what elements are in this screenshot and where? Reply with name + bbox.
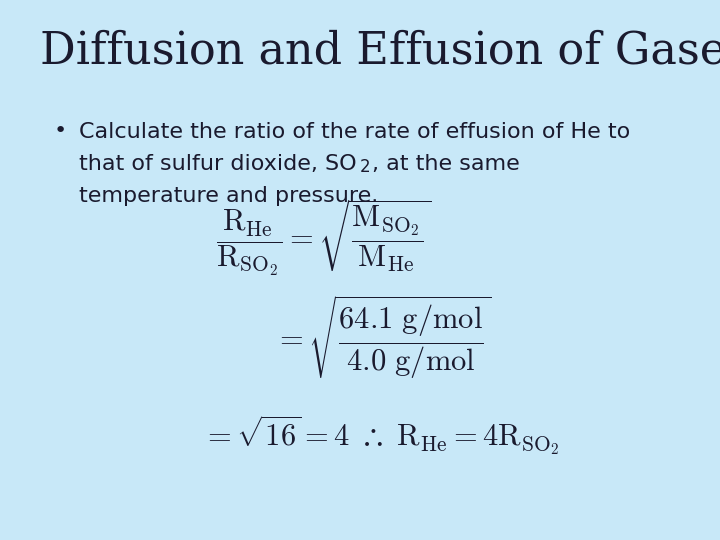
Text: $\dfrac{\mathrm{R}_{\mathrm{He}}}{\mathrm{R}_{\mathrm{SO}_2}} = \sqrt{\dfrac{\ma: $\dfrac{\mathrm{R}_{\mathrm{He}}}{\mathr… [216, 197, 431, 278]
Text: that of sulfur dioxide, SO: that of sulfur dioxide, SO [79, 154, 357, 174]
Text: Calculate the ratio of the rate of effusion of He to: Calculate the ratio of the rate of effus… [79, 122, 631, 141]
Text: $= \sqrt{\dfrac{64.1\ \mathrm{g/mol}}{4.0\ \mathrm{g/mol}}}$: $= \sqrt{\dfrac{64.1\ \mathrm{g/mol}}{4.… [274, 294, 491, 381]
Text: 2: 2 [359, 158, 370, 176]
Text: , at the same: , at the same [372, 154, 519, 174]
Text: temperature and pressure.: temperature and pressure. [79, 186, 379, 206]
Text: •: • [54, 122, 67, 141]
Text: $= \sqrt{16} = 4\ \therefore\ \mathrm{R}_{\mathrm{He}} = 4\mathrm{R}_{\mathrm{SO: $= \sqrt{16} = 4\ \therefore\ \mathrm{R}… [202, 413, 559, 456]
Text: Diffusion and Effusion of Gases: Diffusion and Effusion of Gases [40, 30, 720, 73]
